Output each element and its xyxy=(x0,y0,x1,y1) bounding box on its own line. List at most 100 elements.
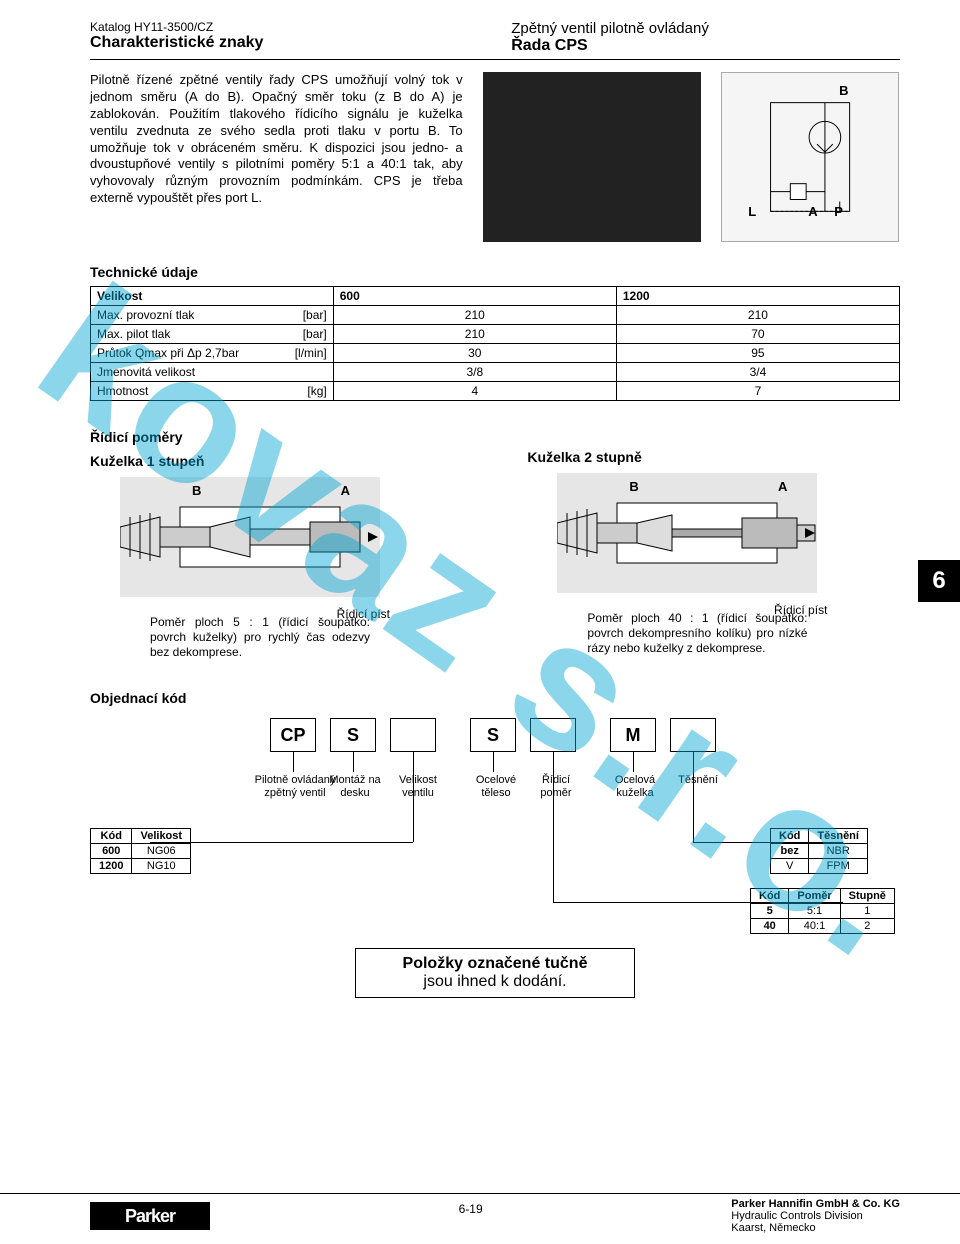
table-cell: 40 xyxy=(751,919,789,934)
tech-cell: 70 xyxy=(616,325,899,344)
catalog-id: Katalog HY11-3500/CZ xyxy=(90,20,479,34)
intro-paragraph: Pilotně řízené zpětné ventily řady CPS u… xyxy=(90,72,463,242)
ordering-code-heading: Objednací kód xyxy=(90,690,900,706)
port-a-label: A xyxy=(808,204,817,219)
tech-cell: 3/8 xyxy=(333,363,616,382)
ratio-code-table: KódPoměrStupně 55:11 4040:12 xyxy=(750,888,895,934)
code-label-ratio: Řídicí poměr xyxy=(528,774,584,799)
tech-cell: Průtok Qmax při Δp 2,7bar xyxy=(91,344,274,363)
table-cell: NG06 xyxy=(132,844,191,859)
tech-cell: 210 xyxy=(333,306,616,325)
ratios-heading: Řídicí poměry xyxy=(90,429,463,445)
table-cell: bez xyxy=(771,844,809,859)
code-box-s2: S xyxy=(470,718,516,752)
chapter-tab: 6 xyxy=(918,560,960,602)
table-header: Kód xyxy=(91,829,132,844)
table-cell: V xyxy=(771,859,809,874)
footer-division: Hydraulic Controls Division xyxy=(731,1210,900,1222)
code-label-size: Velikost ventilu xyxy=(388,774,448,799)
tech-cell: 210 xyxy=(333,325,616,344)
table-cell: 5:1 xyxy=(789,904,840,919)
tech-data-table: Velikost 600 1200 Max. provozní tlak[bar… xyxy=(90,286,900,401)
tech-cell: Max. pilot tlak xyxy=(91,325,274,344)
table-header: Stupně xyxy=(840,889,894,904)
tech-header-size: Velikost xyxy=(91,287,334,306)
header-rule xyxy=(90,59,900,60)
size-code-table: KódVelikost 600NG06 1200NG10 xyxy=(90,828,191,874)
tech-cell: [bar] xyxy=(273,325,333,344)
code-box-m: M xyxy=(610,718,656,752)
tech-cell: 7 xyxy=(616,382,899,401)
cone-1-diagram: B A Řídicí píst xyxy=(120,477,380,597)
parker-logo: Parker xyxy=(90,1202,210,1230)
ratio-5-1-caption: Poměr ploch 5 : 1 (řídicí šoupátko: povr… xyxy=(150,615,370,660)
note-line-2: jsou ihned k dodání. xyxy=(366,973,624,991)
footer-location: Kaarst, Německo xyxy=(731,1222,900,1234)
table-cell: FPM xyxy=(809,859,868,874)
ordering-code-diagram: CP S S M Pilotně ovládaný zpětný ventil … xyxy=(90,718,900,928)
footer-company: Parker Hannifin GmbH & Co. KG xyxy=(731,1198,900,1210)
table-cell: NG10 xyxy=(132,859,191,874)
note-line-1: Položky označené tučně xyxy=(366,955,624,973)
code-box-cp: CP xyxy=(270,718,316,752)
port-b: B xyxy=(629,479,638,494)
table-cell: 600 xyxy=(91,844,132,859)
table-header: Těsnění xyxy=(809,829,868,844)
page-number: 6-19 xyxy=(459,1198,483,1216)
product-photo xyxy=(483,72,702,242)
ratio-40-1-caption: Poměr ploch 40 : 1 (řídicí šoupátko: pov… xyxy=(587,611,807,656)
tech-cell xyxy=(273,363,333,382)
table-header: Kód xyxy=(771,829,809,844)
seal-code-table: KódTěsnění bezNBR VFPM xyxy=(770,828,868,874)
tech-cell: Hmotnost xyxy=(91,382,274,401)
tech-cell: 210 xyxy=(616,306,899,325)
section-title: Charakteristické znaky xyxy=(90,34,479,52)
tech-cell: [bar] xyxy=(273,306,333,325)
code-label-body: Ocelové těleso xyxy=(466,774,526,799)
tech-header-1200: 1200 xyxy=(616,287,899,306)
port-b: B xyxy=(192,483,201,498)
code-box-s1: S xyxy=(330,718,376,752)
code-box-seal xyxy=(670,718,716,752)
code-box-ratio xyxy=(530,718,576,752)
code-box-size xyxy=(390,718,436,752)
tech-cell: [l/min] xyxy=(273,344,333,363)
tech-header-600: 600 xyxy=(333,287,616,306)
cone-2-diagram: B A Řídicí píst xyxy=(557,473,817,593)
port-a: A xyxy=(778,479,787,494)
table-cell: 1 xyxy=(840,904,894,919)
tech-cell: 4 xyxy=(333,382,616,401)
page-header: Katalog HY11-3500/CZ Charakteristické zn… xyxy=(90,20,900,55)
tech-cell: 30 xyxy=(333,344,616,363)
series-title: Řada CPS xyxy=(511,37,900,55)
availability-note: Položky označené tučně jsou ihned k dodá… xyxy=(355,948,635,998)
hydraulic-symbol: B L A P xyxy=(721,72,899,242)
tech-cell: Jmenovitá velikost xyxy=(91,363,274,382)
port-l-label: L xyxy=(748,204,756,219)
table-cell: NBR xyxy=(809,844,868,859)
table-cell: 1200 xyxy=(91,859,132,874)
tech-cell: [kg] xyxy=(273,382,333,401)
code-label-mount: Montáž na desku xyxy=(320,774,390,799)
tech-cell: 3/4 xyxy=(616,363,899,382)
table-header: Velikost xyxy=(132,829,191,844)
cone-1-stage-heading: Kuželka 1 stupeň xyxy=(90,453,463,469)
code-label-cone: Ocelová kuželka xyxy=(602,774,668,799)
tech-cell: 95 xyxy=(616,344,899,363)
cone-2-stage-heading: Kuželka 2 stupně xyxy=(527,449,900,465)
tech-data-heading: Technické údaje xyxy=(90,264,900,280)
table-header: Kód xyxy=(751,889,789,904)
table-cell: 40:1 xyxy=(789,919,840,934)
tech-cell: Max. provozní tlak xyxy=(91,306,274,325)
product-title: Zpětný ventil pilotně ovládaný xyxy=(511,20,900,37)
port-a: A xyxy=(341,483,350,498)
table-cell: 5 xyxy=(751,904,789,919)
page-footer: Parker 6-19 Parker Hannifin GmbH & Co. K… xyxy=(0,1193,960,1234)
table-header: Poměr xyxy=(789,889,840,904)
table-cell: 2 xyxy=(840,919,894,934)
pilot-piston-label: Řídicí píst xyxy=(774,603,827,617)
port-p-label: P xyxy=(834,204,843,219)
pilot-piston-label: Řídicí píst xyxy=(337,607,390,621)
code-label-seal: Těsnění xyxy=(670,774,726,787)
port-b-label: B xyxy=(839,83,848,98)
